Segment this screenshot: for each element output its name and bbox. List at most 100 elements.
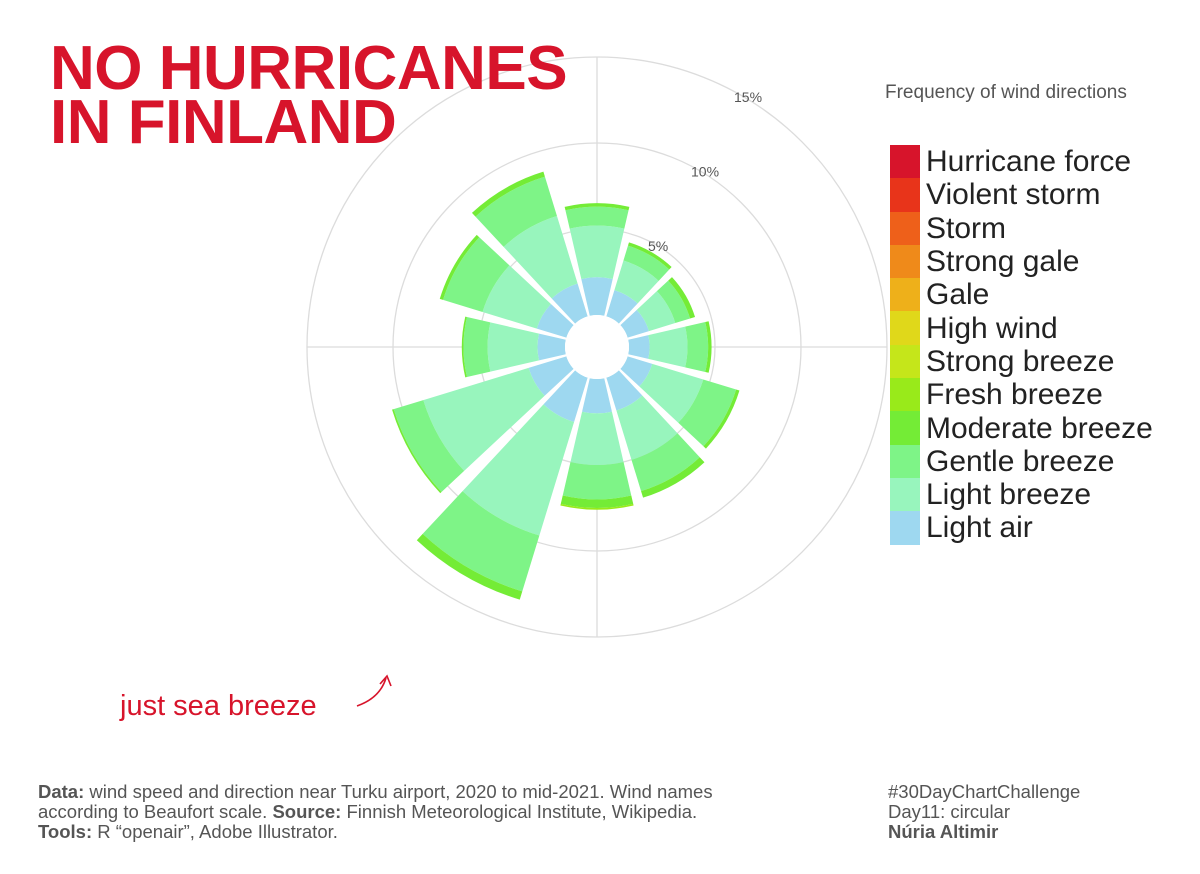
wind-bar-segment <box>560 495 634 508</box>
legend-item: Strong gale <box>890 244 1153 279</box>
wind-bar-segment <box>656 280 691 324</box>
legend-item: Gentle breeze <box>890 444 1153 478</box>
legend-label: Moderate breeze <box>926 411 1153 445</box>
data-label: Data: <box>38 781 85 802</box>
legend-label: Violent storm <box>926 178 1101 212</box>
wind-bar-segment <box>641 457 705 498</box>
legend-label: High wind <box>926 311 1058 345</box>
wind-bar-segment <box>560 503 634 510</box>
legend-swatch <box>890 511 920 545</box>
wind-bar-segment <box>627 242 672 270</box>
source-label: Source: <box>272 801 342 822</box>
legend-label: Gale <box>926 278 990 312</box>
legend-label: Fresh breeze <box>926 378 1103 412</box>
legend-item: Fresh breeze <box>890 378 1153 412</box>
legend-label: Strong breeze <box>926 344 1115 378</box>
radial-tick-label: 15% <box>734 89 762 105</box>
legend-swatch <box>890 444 920 478</box>
tools-label: Tools: <box>38 821 93 842</box>
legend-item: Light air <box>890 511 1153 545</box>
legend-label: Light air <box>926 511 1033 545</box>
legend-swatch <box>890 344 920 379</box>
wind-bar-segment <box>528 356 574 396</box>
wind-bar-segment <box>620 356 653 387</box>
wind-bar-segment <box>462 404 575 536</box>
radial-tick-label: 10% <box>691 163 719 179</box>
wind-bar-segment <box>636 291 676 332</box>
wind-bar-segment <box>422 491 540 592</box>
legend-swatch <box>890 211 920 245</box>
wind-bar-segment <box>631 433 700 492</box>
center-hole <box>565 315 629 379</box>
wind-bar-segment <box>503 216 578 299</box>
wind-bar-segment <box>475 176 557 247</box>
wind-bar-segment <box>705 321 712 373</box>
wind-bar-segment <box>562 461 632 500</box>
title-line-1: NO HURRICANES <box>50 34 568 103</box>
wind-bar-segment <box>668 277 696 319</box>
title-line-2: IN FINLAND <box>50 88 397 157</box>
wind-bars <box>392 171 740 600</box>
author: Núria Altimir <box>888 821 999 842</box>
wind-bar-segment <box>648 326 688 368</box>
wind-bar-segment <box>551 283 588 324</box>
radial-tick-label: 5% <box>648 238 668 254</box>
legend-item: Light breeze <box>890 477 1153 512</box>
wind-bar-segment <box>606 290 638 324</box>
wind-bar-segment <box>606 370 643 411</box>
tools-text: R “openair”, Adobe Illustrator. <box>92 821 338 842</box>
footer-credits: Data: wind speed and direction near Turk… <box>38 782 818 842</box>
annotation-arrow <box>356 677 387 707</box>
wind-bar-segment <box>536 304 574 338</box>
legend-label: Storm <box>926 211 1007 245</box>
wind-bar-segment <box>582 378 612 414</box>
legend-item: Storm <box>890 211 1153 245</box>
wind-bar-segment <box>564 203 630 211</box>
annotation-arrowhead <box>379 674 392 687</box>
legend: Hurricane force Violent storm Storm Strong … <box>890 145 1153 545</box>
legend-swatch <box>890 378 920 412</box>
challenge-day: Day11: circular <box>888 801 1011 822</box>
wind-bar-segment <box>461 316 467 378</box>
wind-bar-segment <box>543 370 588 423</box>
wind-bar-segment <box>616 395 678 460</box>
wind-bar-segment <box>620 309 649 338</box>
legend-swatch <box>890 278 920 312</box>
legend-swatch <box>890 244 920 279</box>
radial-axis-label: Frequency of wind directions <box>885 82 1127 103</box>
chart-title: NO HURRICANES IN FINLAND <box>50 34 568 157</box>
footer-line-1: Data: wind speed and direction near Turk… <box>38 782 818 802</box>
legend-swatch <box>890 411 920 445</box>
legend-swatch <box>890 477 920 512</box>
legend-item: Hurricane force <box>890 145 1153 179</box>
legend-label: Hurricane force <box>926 145 1132 179</box>
legend-label: Gentle breeze <box>926 444 1115 478</box>
wind-bar-segment <box>628 335 650 359</box>
wind-bar-segment <box>685 322 709 372</box>
legend-label: Light breeze <box>926 478 1092 512</box>
source-text: Finnish Meteorological Institute, Wikipe… <box>341 801 698 822</box>
legend-item: Violent storm <box>890 178 1153 212</box>
wind-bar-segment <box>569 225 625 279</box>
radial-tick-labels: 5% 10% 15% <box>648 89 762 254</box>
wind-bar-segment <box>463 316 491 378</box>
wind-bar-segment <box>423 367 545 471</box>
legend-item: Moderate breeze <box>890 411 1153 445</box>
wind-bar-segment <box>570 411 624 466</box>
legend-swatch <box>890 178 920 212</box>
wind-bar-segment <box>443 237 510 312</box>
wind-bar-segment <box>416 533 523 600</box>
wind-bar-segment <box>581 277 613 316</box>
hashtag: #30DayChartChallenge <box>888 781 1081 802</box>
legend-item: Gale <box>890 278 1153 312</box>
footer-line-2: according to Beaufort scale. Source: Fin… <box>38 802 818 822</box>
wind-bar-segment <box>393 400 465 492</box>
legend-swatch <box>890 311 920 345</box>
footer-line-3: Tools: R “openair”, Adobe Illustrator. <box>38 822 818 842</box>
wind-bar-segment <box>614 260 659 304</box>
wind-bar-segment <box>537 333 566 361</box>
wind-bar-segment <box>678 379 737 447</box>
wind-bar-segment <box>471 171 545 217</box>
data-text: wind speed and direction near Turku airp… <box>84 781 713 802</box>
